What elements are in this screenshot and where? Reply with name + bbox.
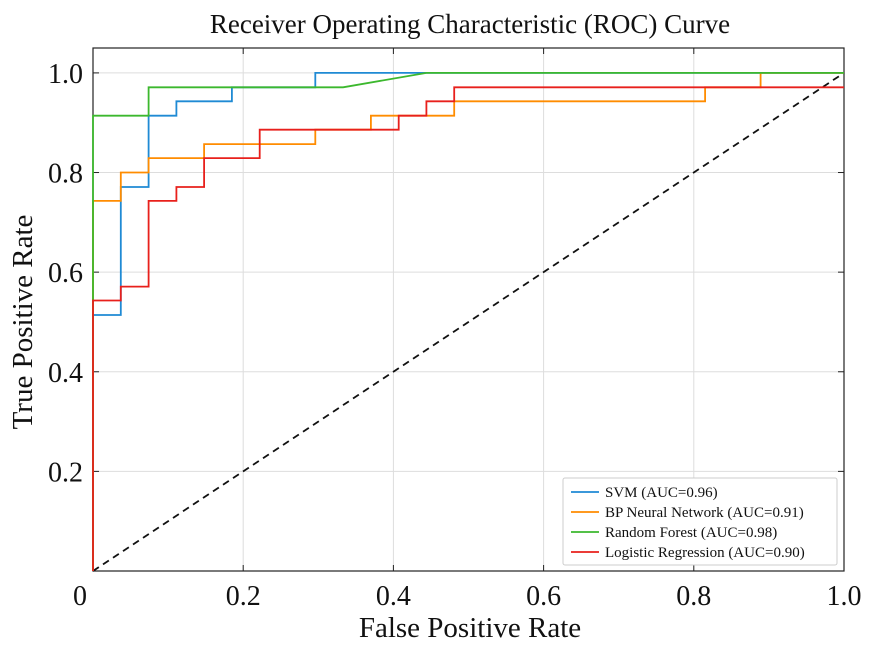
y-tick-label: 1.0 [48,59,83,90]
series-line-2 [92,72,844,571]
x-tick-label: 0.2 [226,581,261,612]
x-tick-label: 0.6 [526,581,561,612]
x-tick-label: 1.0 [827,581,862,612]
series-line-3 [92,86,844,571]
x-tick-label: 0.8 [676,581,711,612]
reference-diagonal [92,72,845,572]
y-tick-label: 0.8 [48,159,83,190]
chart-title: Receiver Operating Characteristic (ROC) … [210,9,730,39]
y-tick-label: 0.6 [48,258,83,289]
axis-ticks: 0 0.2 0.4 0.6 0.8 1.0 0.2 0.4 0.6 0.8 1.0 [48,48,862,612]
y-tick-label: 0.2 [48,457,83,488]
x-tick-label: 0.4 [376,581,411,612]
y-tick-label: 0.4 [48,358,83,389]
legend: SVM (AUC=0.96) BP Neural Network (AUC=0.9… [562,477,838,566]
legend-entry-label: BP Neural Network (AUC=0.91) [605,505,804,521]
y-axis-label: True Positive Rate [7,215,39,430]
series-lines [92,72,844,571]
legend-box [562,477,838,566]
legend-entry-label: SVM (AUC=0.96) [605,485,718,501]
legend-entry-label: Random Forest (AUC=0.98) [605,525,777,541]
x-axis-label: False Positive Rate [359,612,581,644]
legend-entry-label: Logistic Regression (AUC=0.90) [605,545,805,561]
x-tick-label: 0 [73,581,87,612]
reference-diagonal-line [92,72,845,572]
